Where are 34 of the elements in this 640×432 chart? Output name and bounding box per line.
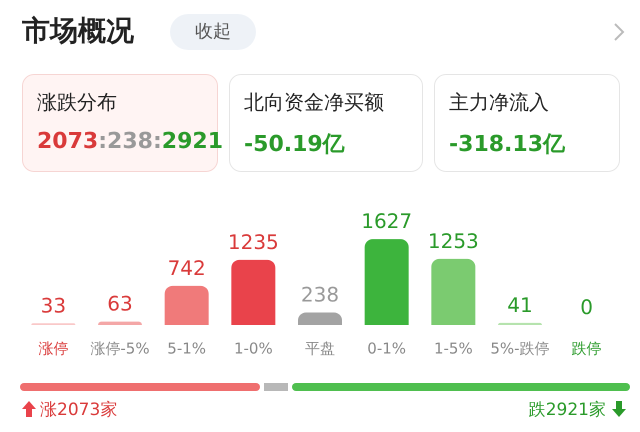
bar: [164, 286, 209, 325]
text: 跌2921家: [528, 399, 606, 421]
x-tick-label: 5%-跌停: [490, 340, 550, 358]
text: -318.13亿: [449, 131, 566, 159]
x-tick-label: 1-5%: [434, 340, 473, 358]
x-tick-label: 涨停-5%: [90, 340, 150, 358]
bar: [298, 312, 342, 325]
bar: [431, 258, 476, 325]
data-label: 1235: [228, 230, 279, 254]
data-label: 238: [300, 282, 340, 306]
x-tick-label: 0-1%: [367, 340, 406, 358]
x-tick-label: 跌停: [572, 340, 602, 358]
text: 涨跌分布: [37, 89, 117, 116]
text: 收起: [170, 14, 256, 50]
text: 主力净流入: [449, 89, 549, 116]
bar: [364, 239, 409, 325]
text: 2073:238:2921: [37, 129, 224, 154]
bar: [98, 322, 142, 325]
data-label: 1253: [428, 228, 479, 253]
data-label: 0: [580, 295, 594, 319]
chart-title: 市场概况: [22, 13, 134, 49]
bar: [231, 260, 276, 325]
x-tick-label: 5-1%: [167, 340, 206, 358]
data-label: 742: [168, 256, 206, 280]
data-label: 63: [107, 292, 133, 316]
x-tick-label: 涨停: [38, 340, 68, 358]
text: 涨2073家: [40, 399, 118, 421]
x-tick-label: 1-0%: [234, 340, 273, 358]
data-label: 1627: [361, 209, 412, 234]
data-label: 33: [40, 293, 66, 318]
x-tick-label: 平盘: [305, 340, 335, 358]
data-label: 41: [507, 292, 533, 317]
text: 北向资金净买额: [244, 89, 384, 116]
text: -50.19亿: [244, 131, 345, 159]
